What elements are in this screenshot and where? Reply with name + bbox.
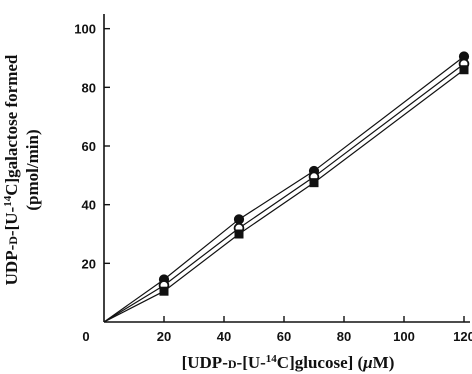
x-tick-label-2: 40 — [217, 329, 231, 344]
series-line-0 — [103, 56, 465, 323]
x-ticks: 20 40 60 80 100 120 — [157, 316, 472, 344]
data-point-s2-1 — [159, 286, 169, 296]
data-point-s2-2 — [234, 229, 244, 239]
x-tick-label-3: 60 — [277, 329, 291, 344]
y-axis-title-line2-group: (pmol/min) — [23, 129, 42, 210]
y-tick-label-3: 80 — [82, 80, 96, 95]
x-tick-label-5: 100 — [393, 329, 415, 344]
y-ticks: 20 40 60 80 100 — [74, 22, 110, 271]
y-axis-title-line2: (pmol/min) — [23, 129, 42, 210]
y-tick-label-4: 100 — [74, 22, 96, 37]
y-tick-label-1: 40 — [82, 198, 96, 213]
data-point-s2-3 — [309, 178, 319, 188]
x-tick-label-4: 80 — [337, 329, 351, 344]
origin-label: 0 — [82, 329, 89, 344]
data-point-s2-4 — [459, 65, 469, 75]
data-point-s0-2 — [233, 214, 245, 225]
series-group — [103, 51, 470, 323]
axes — [103, 14, 470, 323]
x-axis-title: [UDP-D-[U-14C]glucose] (μM) — [182, 353, 395, 372]
x-axis-title-d: D — [228, 357, 237, 371]
x-axis-title-superscript: 14 — [266, 353, 278, 365]
y-tick-label-0: 20 — [82, 256, 96, 271]
y-axis-title-line1: UDP-D-[U-14C]galactose formed — [2, 54, 21, 285]
y-axis-title-group: UDP-D-[U-14C]galactose formed — [2, 54, 21, 285]
x-tick-label-6: 120 — [453, 329, 472, 344]
x-tick-label-1: 20 — [157, 329, 171, 344]
y-tick-label-2: 60 — [82, 139, 96, 154]
